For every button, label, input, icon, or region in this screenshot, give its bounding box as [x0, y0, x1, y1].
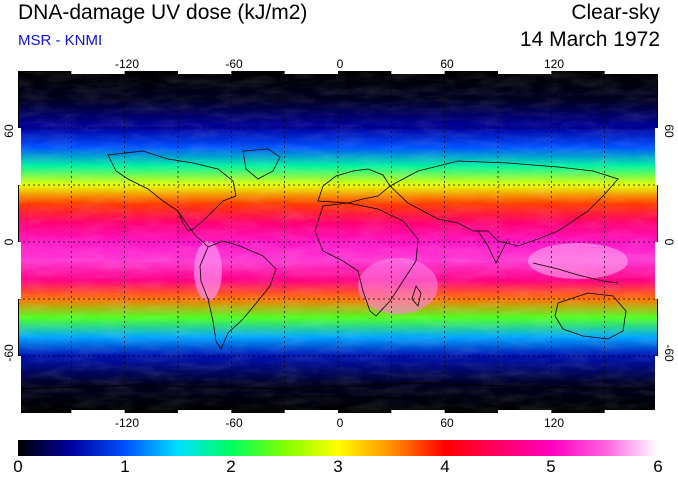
- lon-tick-bottom: -60: [225, 416, 243, 430]
- coast-asia: [389, 160, 619, 247]
- source-label: MSR - KNMI: [18, 32, 103, 49]
- uv-hotspot: [528, 243, 628, 279]
- colorbar-label: 3: [333, 457, 343, 476]
- colorbar-label: 5: [546, 457, 556, 476]
- lon-tick-bottom: 0: [336, 416, 344, 430]
- lon-tick-bottom: -120: [114, 416, 140, 430]
- map-frame: [18, 71, 658, 413]
- coast-madagascar: [411, 285, 422, 307]
- colorbar-label: 1: [120, 457, 130, 476]
- uv-dose-map: [18, 71, 658, 413]
- colorbar-label: 4: [440, 457, 450, 476]
- coast-north-america: [107, 150, 237, 232]
- colorbar-label: 2: [226, 457, 236, 476]
- coast-europe: [317, 168, 391, 204]
- lon-tick-bottom: 120: [543, 416, 565, 430]
- lat-tick-left: 60: [2, 124, 16, 138]
- lat-tick-left: -60: [2, 344, 16, 362]
- uv-hotspot: [358, 258, 438, 314]
- coast-africa: [314, 202, 419, 317]
- coast-india: [477, 230, 509, 264]
- graticule: [18, 71, 658, 413]
- lat-tick-left: 0: [2, 238, 16, 246]
- coastlines: [18, 148, 658, 390]
- coast-australia: [554, 292, 627, 340]
- lon-tick-bottom: 60: [440, 416, 454, 430]
- coast-indonesia: [532, 262, 619, 284]
- colorbar-label: 6: [653, 457, 663, 476]
- lat-tick-right: 60: [662, 124, 676, 138]
- lon-tick-top: 60: [440, 57, 454, 71]
- lat-tick-right: -60: [662, 344, 676, 362]
- lon-tick-top: -120: [114, 57, 140, 71]
- colorbar-ramp: [18, 440, 658, 456]
- lon-tick-top: -60: [225, 57, 243, 71]
- colorbar-label: 0: [13, 457, 23, 476]
- lon-tick-top: 0: [336, 57, 344, 71]
- coast-antarctica: [18, 382, 658, 390]
- colorbar: [18, 440, 658, 456]
- lat-tick-right: 0: [662, 238, 676, 246]
- sky-condition-label: Clear-sky: [571, 1, 660, 24]
- coast-central-america: [177, 210, 209, 248]
- coast-greenland: [242, 148, 281, 180]
- coast-south-america: [199, 240, 277, 350]
- map-title: DNA-damage UV dose (kJ/m2): [18, 1, 308, 24]
- date-label: 14 March 1972: [519, 28, 660, 51]
- uv-hotspot: [194, 241, 222, 301]
- lon-tick-top: 120: [543, 57, 565, 71]
